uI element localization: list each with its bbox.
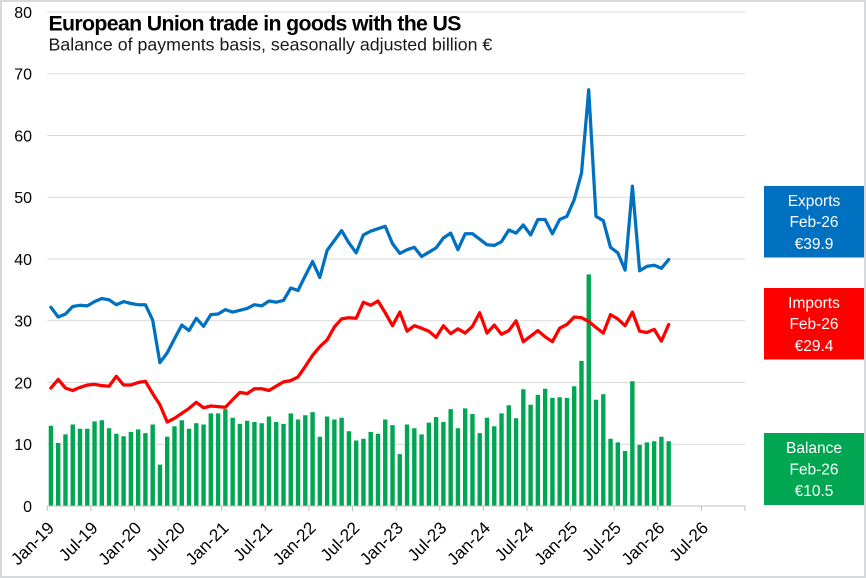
svg-text:Jan-21: Jan-21	[181, 518, 232, 569]
svg-text:40: 40	[14, 252, 32, 269]
svg-text:80: 80	[14, 5, 32, 22]
svg-text:Imports: Imports	[788, 295, 840, 312]
svg-text:Jan-25: Jan-25	[530, 518, 581, 569]
svg-text:Balance of payments basis, sea: Balance of payments basis, seasonally ad…	[49, 35, 493, 55]
svg-text:Jan-24: Jan-24	[443, 517, 495, 569]
svg-text:Feb-26: Feb-26	[789, 462, 838, 479]
svg-text:Jul-20: Jul-20	[142, 518, 189, 565]
svg-text:Exports: Exports	[788, 193, 841, 210]
svg-text:50: 50	[14, 190, 32, 207]
svg-text:0: 0	[23, 499, 32, 516]
svg-text:Jul-24: Jul-24	[490, 517, 538, 565]
svg-text:70: 70	[14, 67, 32, 84]
svg-text:Jul-19: Jul-19	[54, 518, 101, 565]
svg-text:10: 10	[14, 437, 32, 454]
svg-text:€10.5: €10.5	[795, 483, 834, 500]
svg-text:Jul-26: Jul-26	[665, 518, 712, 565]
svg-text:Jan-19: Jan-19	[7, 518, 58, 569]
svg-text:Jul-25: Jul-25	[578, 518, 625, 565]
svg-text:Balance: Balance	[786, 440, 842, 457]
svg-text:Jan-26: Jan-26	[617, 518, 668, 569]
svg-text:Jan-20: Jan-20	[94, 518, 145, 569]
svg-text:Feb-26: Feb-26	[789, 214, 838, 231]
svg-text:Feb-26: Feb-26	[789, 316, 838, 333]
svg-text:20: 20	[14, 375, 32, 392]
svg-text:€39.9: €39.9	[795, 236, 834, 253]
svg-text:Jul-22: Jul-22	[316, 518, 363, 565]
svg-text:30: 30	[14, 314, 32, 331]
svg-text:€29.4: €29.4	[795, 338, 834, 355]
svg-text:Jul-23: Jul-23	[403, 518, 450, 565]
svg-text:Jan-23: Jan-23	[356, 518, 407, 569]
svg-text:60: 60	[14, 128, 32, 145]
svg-text:Jul-21: Jul-21	[229, 518, 276, 565]
svg-text:European Union trade in goods: European Union trade in goods with the U…	[49, 12, 462, 36]
svg-text:Jan-22: Jan-22	[268, 518, 319, 569]
